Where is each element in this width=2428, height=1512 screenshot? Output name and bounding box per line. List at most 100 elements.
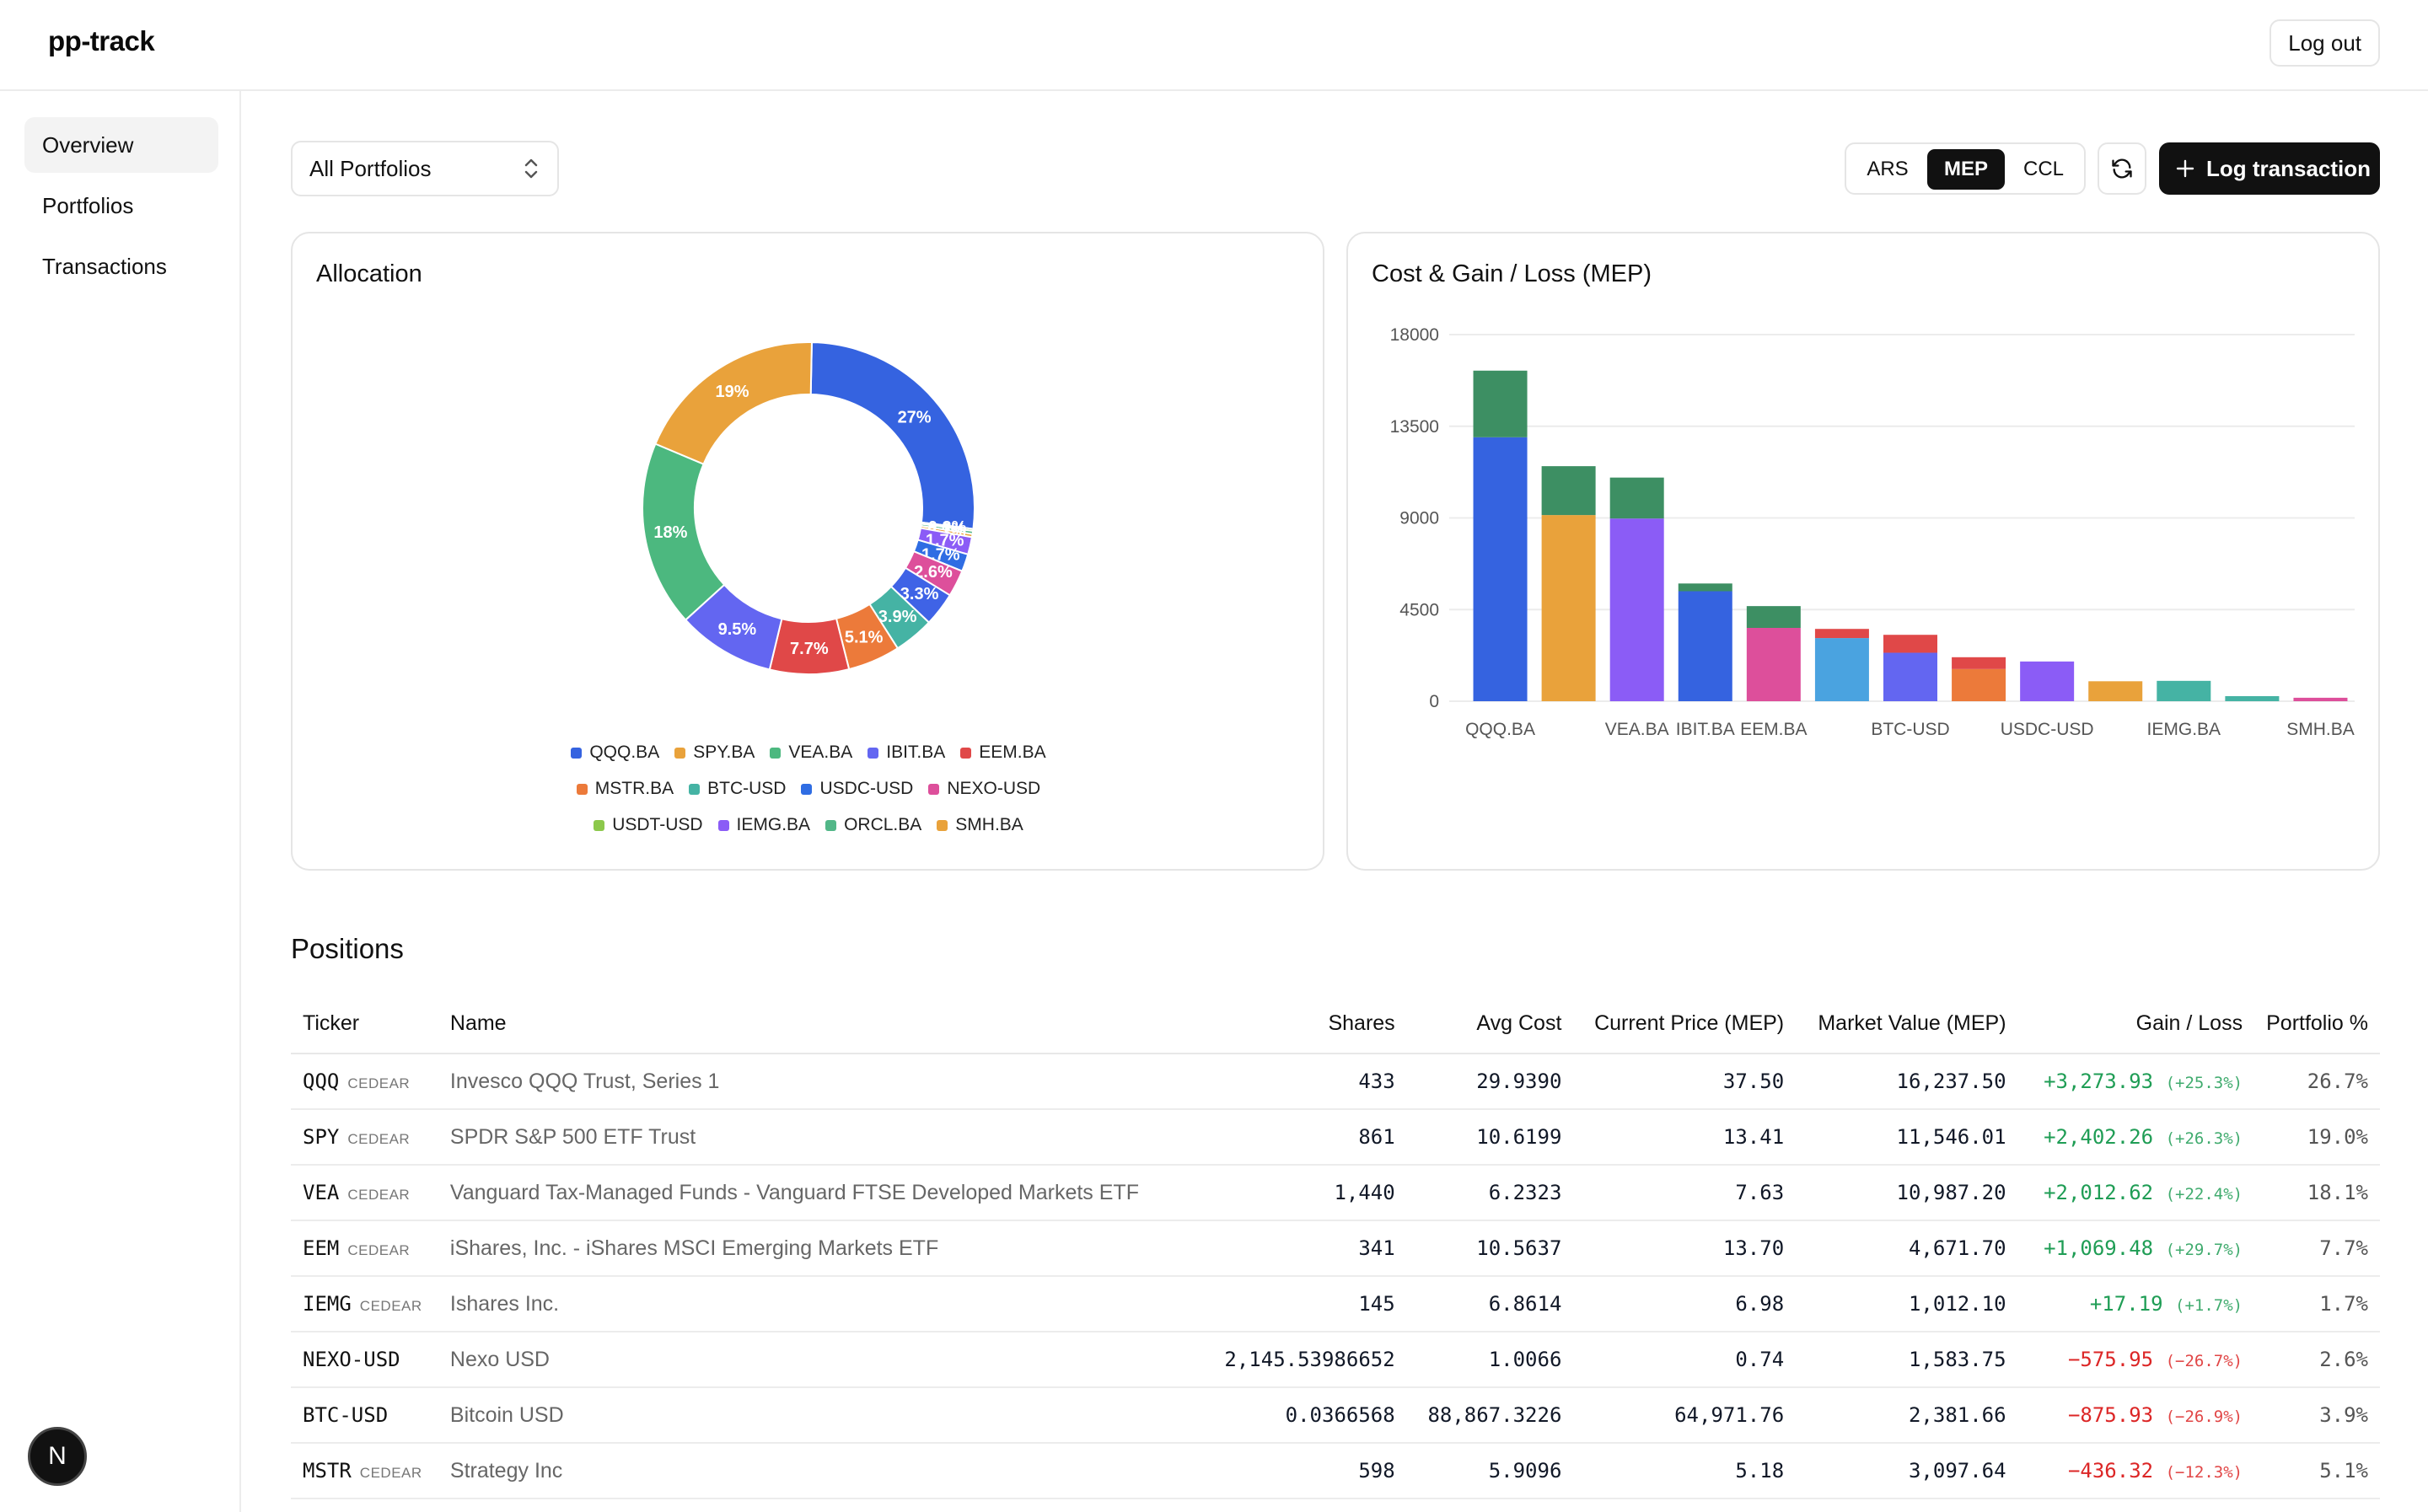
ticker-symbol: SPY: [303, 1124, 340, 1149]
legend-item[interactable]: BTC-USD: [689, 779, 786, 799]
legend-item[interactable]: NEXO-USD: [928, 779, 1040, 799]
legend-label: EEM.BA: [979, 743, 1046, 762]
gain-loss-bar[interactable]: [1678, 583, 1732, 592]
gain-loss-amount: +2,402.26: [2044, 1125, 2154, 1149]
cost-gain-bar-chart: 0 4500 9000 13500 18000 QQQ.BA VEA.BA IBIT.BA EE…: [1390, 325, 2355, 739]
cost-bar[interactable]: [2225, 695, 2280, 701]
cost-bar[interactable]: [2088, 681, 2143, 701]
current-price-cell: 64,971.76: [1573, 1387, 1797, 1444]
cost-bar[interactable]: [2157, 680, 2211, 701]
portfolio-pct-cell: 7.7%: [2254, 1220, 2380, 1277]
cost-bar[interactable]: [1541, 515, 1596, 701]
ticker-symbol: IEMG: [303, 1291, 352, 1316]
donut-slice[interactable]: [809, 343, 975, 530]
table-row[interactable]: EEM CEDEAR iShares, Inc. - iShares MSCI Em…: [291, 1220, 2380, 1277]
donut-slice-label: 18%: [653, 523, 687, 542]
column-header-current-price[interactable]: Current Price (MEP): [1573, 995, 1797, 1054]
legend-item[interactable]: IEMG.BA: [717, 815, 810, 835]
legend-item[interactable]: USDC-USD: [801, 779, 913, 799]
column-header-ticker[interactable]: Ticker: [291, 995, 438, 1054]
sidebar-item-overview[interactable]: Overview: [24, 117, 218, 173]
table-row[interactable]: SPY CEDEAR SPDR S&P 500 ETF Trust 861 10.619…: [291, 1109, 2380, 1166]
gain-loss-cell: +1,069.48 (+29.7%): [2017, 1220, 2255, 1277]
legend-item[interactable]: SMH.BA: [937, 815, 1023, 835]
gain-loss-amount: +1,069.48: [2044, 1236, 2154, 1260]
table-row[interactable]: BTC-USD Bitcoin USD 0.0366568 88,867.3226 64…: [291, 1387, 2380, 1444]
currency-mep-button[interactable]: MEP: [1927, 149, 2005, 190]
current-price-cell: 6.98: [1573, 1276, 1797, 1332]
table-row[interactable]: QQQ CEDEAR Invesco QQQ Trust, Series 1 433 2…: [291, 1054, 2380, 1110]
gain-loss-bar[interactable]: [1609, 477, 1664, 519]
allocation-donut-chart: 27%0.2%0.3%0.3%1.7%1.7%2.6%3.3%3.9%5.1%7…: [642, 343, 975, 675]
portfolio-select-value: All Portfolios: [309, 155, 432, 181]
gain-loss-bar[interactable]: [1746, 606, 1801, 628]
asset-type-badge: CEDEAR: [347, 1186, 411, 1203]
gain-loss-bar[interactable]: [1541, 466, 1596, 516]
gain-loss-cell: +2,402.26 (+26.3%): [2017, 1109, 2255, 1166]
cost-bar[interactable]: [1952, 668, 2006, 701]
legend-item[interactable]: VEA.BA: [770, 743, 852, 763]
gain-loss-bar[interactable]: [1952, 657, 2006, 669]
table-row[interactable]: VEA CEDEAR Vanguard Tax-Managed Funds - Va…: [291, 1165, 2380, 1221]
cost-bar[interactable]: [1609, 518, 1664, 701]
legend-item[interactable]: EEM.BA: [960, 743, 1046, 763]
log-transaction-button[interactable]: Log transaction: [2159, 142, 2380, 195]
legend-item[interactable]: SPY.BA: [674, 743, 755, 763]
cost-bar[interactable]: [2020, 661, 2075, 701]
dev-tools-button[interactable]: N: [28, 1427, 87, 1486]
table-row[interactable]: MSTR CEDEAR Strategy Inc 598 5.9096 5.18 3,097…: [291, 1443, 2380, 1499]
legend-swatch: [825, 819, 837, 831]
ticker-symbol: BTC-USD: [303, 1402, 389, 1427]
portfolio-select[interactable]: All Portfolios: [291, 141, 559, 196]
cost-bar[interactable]: [1473, 437, 1528, 701]
column-header-gain-loss[interactable]: Gain / Loss: [2017, 995, 2255, 1054]
sidebar-item-transactions[interactable]: Transactions: [42, 253, 167, 279]
gain-loss-bar[interactable]: [1814, 629, 1869, 639]
legend-item[interactable]: ORCL.BA: [825, 815, 921, 835]
current-price-cell: 0.74: [1573, 1332, 1797, 1388]
ticker-symbol: MSTR: [303, 1458, 352, 1483]
table-row[interactable]: NEXO-USD Nexo USD 2,145.53986652 1.0066 0.74…: [291, 1332, 2380, 1388]
brand-logo[interactable]: pp-track: [48, 25, 155, 56]
logout-button[interactable]: Log out: [2270, 19, 2380, 67]
column-header-market-value[interactable]: Market Value (MEP): [1796, 995, 2018, 1054]
ticker-cell: NEXO-USD: [291, 1332, 438, 1388]
market-value-cell: 16,237.50: [1796, 1054, 2018, 1110]
gain-loss-bar[interactable]: [1883, 635, 1937, 653]
asset-name: Ishares Inc.: [438, 1276, 1213, 1332]
legend-item[interactable]: MSTR.BA: [576, 779, 674, 799]
column-header-portfolio-pct[interactable]: Portfolio %: [2254, 995, 2380, 1054]
cost-bar[interactable]: [1814, 638, 1869, 701]
table-row[interactable]: IEMG CEDEAR Ishares Inc. 145 6.8614 6.98 1,012…: [291, 1276, 2380, 1332]
avg-cost-cell: 6.8614: [1406, 1276, 1574, 1332]
y-tick-label: 18000: [1390, 325, 1439, 345]
market-value-cell: 4,671.70: [1796, 1220, 2018, 1277]
cost-bar[interactable]: [1883, 652, 1937, 701]
column-header-shares[interactable]: Shares: [1212, 995, 1407, 1054]
sidebar-item-portfolios[interactable]: Portfolios: [42, 192, 134, 218]
refresh-button[interactable]: [2098, 142, 2146, 195]
legend-swatch: [770, 747, 782, 759]
donut-slice-label: 27%: [898, 408, 932, 426]
cost-gain-card: Cost & Gain / Loss (MEP) 0 4500 9000 13500 1…: [1346, 232, 2380, 871]
gain-loss-bar[interactable]: [1473, 370, 1528, 437]
column-header-name[interactable]: Name: [438, 995, 1213, 1054]
cost-bar[interactable]: [1678, 591, 1732, 702]
cost-bar[interactable]: [2293, 697, 2348, 701]
legend-item[interactable]: IBIT.BA: [868, 743, 945, 763]
legend-item[interactable]: USDT-USD: [594, 815, 703, 835]
legend-item[interactable]: QQQ.BA: [571, 743, 659, 763]
ticker-cell: BTC-USD: [291, 1387, 438, 1444]
ticker-symbol: EEM: [303, 1236, 340, 1260]
sidebar: Overview Portfolios Transactions: [0, 91, 241, 1512]
x-tick-label: EEM.BA: [1740, 720, 1807, 739]
legend-swatch: [801, 783, 813, 795]
legend-label: USDC-USD: [819, 779, 914, 798]
currency-ars-button[interactable]: ARS: [1867, 158, 1909, 180]
legend-swatch: [937, 819, 948, 831]
donut-slice[interactable]: [654, 343, 813, 465]
column-header-avg-cost[interactable]: Avg Cost: [1406, 995, 1574, 1054]
portfolio-pct-cell: 5.1%: [2254, 1443, 2380, 1499]
currency-ccl-button[interactable]: CCL: [2022, 158, 2064, 180]
cost-bar[interactable]: [1746, 628, 1801, 701]
